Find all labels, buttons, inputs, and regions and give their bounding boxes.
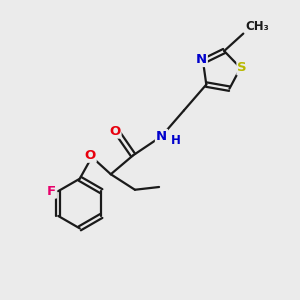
Text: F: F — [47, 184, 56, 198]
Text: CH₃: CH₃ — [245, 20, 269, 33]
Text: S: S — [237, 61, 247, 74]
Text: N: N — [156, 130, 167, 143]
Text: H: H — [171, 134, 181, 147]
Text: N: N — [196, 53, 207, 66]
Text: O: O — [85, 149, 96, 162]
Text: O: O — [109, 124, 121, 138]
